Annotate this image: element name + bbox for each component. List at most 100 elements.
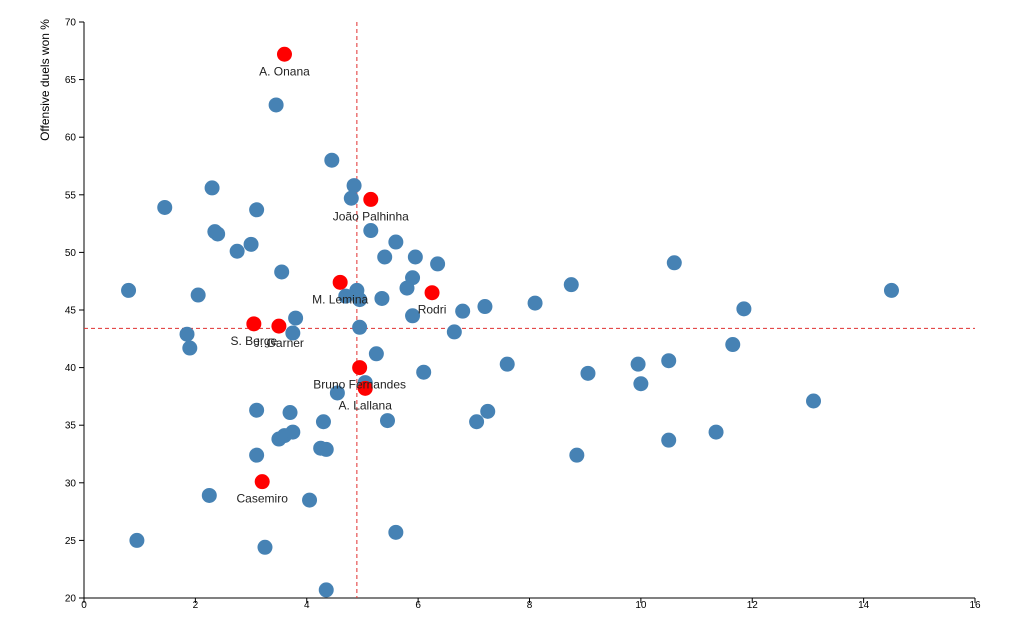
data-point	[455, 303, 471, 319]
data-point	[499, 356, 515, 372]
x-tick-label: 6	[415, 600, 421, 611]
y-tick-label: 60	[65, 133, 77, 144]
data-point	[374, 290, 390, 306]
x-tick-label: 2	[193, 600, 199, 611]
highlighted-labels-layer: A. Onana João Palhinha M. Lemina Rodri S. Be…	[230, 64, 446, 505]
data-point	[121, 282, 137, 298]
axes: 0 2 4 6 8 10 12 14 16 20 25 30 35 40 45 50 55 60 65 70	[65, 18, 981, 612]
data-point	[282, 405, 298, 421]
data-point	[580, 365, 596, 381]
highlighted-point	[246, 316, 262, 332]
data-point	[338, 288, 354, 304]
player-label: Rodri	[418, 303, 447, 317]
player-label: J. Garner	[254, 336, 304, 350]
data-point	[379, 413, 395, 429]
data-point	[430, 256, 446, 272]
y-tick-label: 25	[65, 536, 77, 547]
data-point	[249, 402, 265, 418]
highlighted-point	[352, 360, 368, 376]
highlighted-point	[357, 380, 373, 396]
data-point	[346, 178, 362, 194]
player-label: João Palhinha	[333, 209, 409, 223]
data-point	[204, 180, 220, 196]
data-point	[661, 353, 677, 369]
data-point	[633, 376, 649, 392]
reference-lines	[84, 22, 975, 598]
y-tick-label: 30	[65, 478, 77, 489]
y-tick-label: 65	[65, 75, 77, 86]
x-tick-label: 14	[858, 600, 870, 611]
y-tick-label: 45	[65, 306, 77, 317]
data-point	[377, 249, 393, 265]
player-label: A. Lallana	[339, 398, 393, 412]
y-axis-title: Offensive duels won %	[38, 19, 52, 141]
player-label: A. Onana	[259, 64, 310, 78]
data-point	[527, 295, 543, 311]
highlighted-point	[276, 46, 292, 62]
player-label: Casemiro	[237, 492, 289, 506]
data-point	[736, 301, 752, 317]
data-point	[416, 364, 432, 380]
data-point	[661, 432, 677, 448]
y-tick-label: 40	[65, 363, 77, 374]
points-layer	[121, 97, 899, 598]
data-point	[630, 356, 646, 372]
x-tick-label: 8	[527, 600, 533, 611]
highlighted-point	[424, 285, 440, 301]
data-point	[318, 441, 334, 457]
data-point	[229, 243, 245, 259]
x-tick-label: 0	[81, 600, 87, 611]
y-tick-label: 50	[65, 248, 77, 259]
data-point	[446, 324, 462, 340]
data-point	[329, 385, 345, 401]
data-point	[708, 424, 724, 440]
data-point	[268, 97, 284, 113]
data-point	[407, 249, 423, 265]
player-label: M. Lemina	[312, 292, 368, 306]
data-point	[666, 255, 682, 271]
highlighted-point	[254, 474, 270, 490]
data-point	[806, 393, 822, 409]
data-point	[388, 524, 404, 540]
data-point	[315, 414, 331, 430]
player-label: S. Berge	[230, 334, 277, 348]
data-point	[201, 487, 217, 503]
y-tick-label: 20	[65, 594, 77, 605]
data-point	[318, 582, 334, 598]
data-point	[274, 264, 290, 280]
y-tick-label: 70	[65, 18, 77, 29]
highlighted-point	[363, 191, 379, 207]
data-point	[405, 270, 421, 286]
data-point	[249, 202, 265, 218]
data-point	[243, 236, 259, 252]
data-point	[368, 346, 384, 362]
highlighted-point	[332, 274, 348, 290]
data-point	[480, 403, 496, 419]
data-point	[725, 337, 741, 353]
x-tick-label: 16	[969, 600, 981, 611]
data-point	[179, 326, 195, 342]
data-point	[469, 414, 485, 430]
player-label: Bruno Fernandes	[313, 378, 406, 392]
data-point	[210, 226, 226, 242]
data-point	[129, 532, 145, 548]
data-point	[302, 492, 318, 508]
data-point	[352, 292, 368, 308]
data-point	[569, 447, 585, 463]
highlighted-point	[271, 318, 287, 334]
highlighted-points-layer	[246, 46, 440, 490]
data-point	[388, 234, 404, 250]
y-tick-label: 55	[65, 190, 77, 201]
data-point	[477, 299, 493, 315]
data-point	[352, 319, 368, 335]
data-point	[285, 424, 301, 440]
data-point	[563, 277, 579, 293]
data-point	[182, 340, 198, 356]
data-point	[190, 287, 206, 303]
data-point	[405, 308, 421, 324]
y-tick-label: 35	[65, 421, 77, 432]
data-point	[257, 539, 273, 555]
data-point	[324, 152, 340, 168]
x-tick-label: 12	[747, 600, 759, 611]
